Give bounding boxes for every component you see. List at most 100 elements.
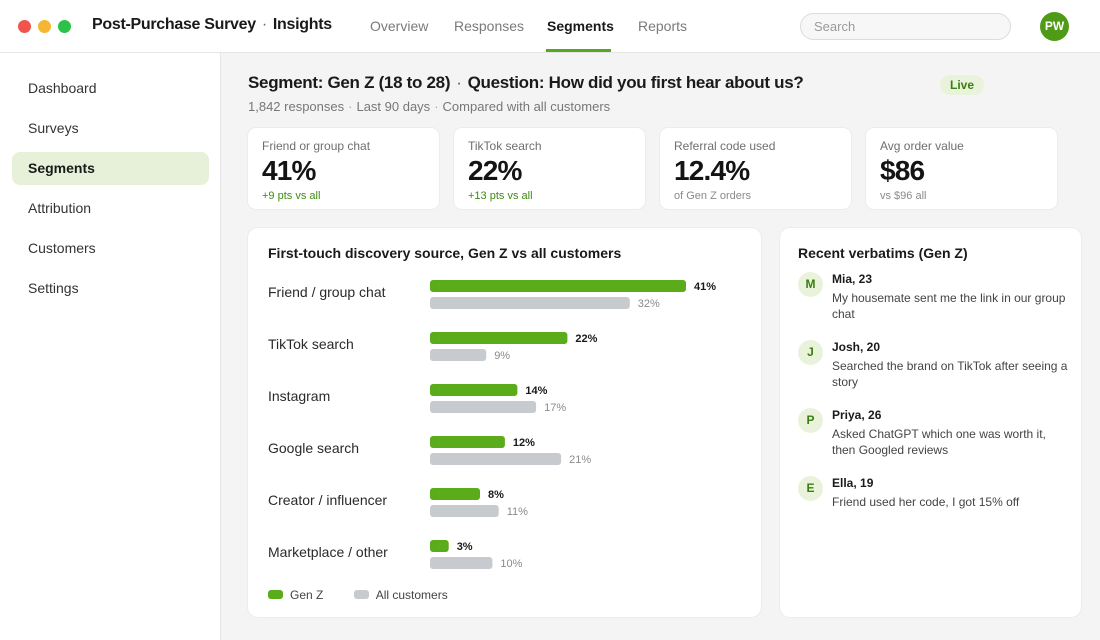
kpi-value: 22%: [468, 155, 522, 186]
avatar: P: [798, 408, 823, 433]
value-label-all-customers-google-search: 21%: [569, 454, 591, 466]
value-label-gen-z-marketplace-other: 3%: [457, 541, 473, 553]
bar-all-customers-friend-group-chat[interactable]: [430, 297, 630, 309]
kpi-value: 41%: [262, 155, 316, 186]
category-label-creator-influencer: Creator / influencer: [268, 492, 387, 508]
value-label-gen-z-friend-group-chat: 41%: [694, 281, 716, 293]
kpi-subtext: vs $96 all: [880, 190, 927, 202]
bar-gen-z-instagram[interactable]: [430, 384, 518, 396]
legend-item-all-customers: All customers: [353, 588, 448, 602]
verbatim-quote: Asked ChatGPT which one was worth it, th…: [832, 427, 1046, 457]
segment-name: Segment: Gen Z (18 to 28): [248, 73, 451, 92]
app-section: Insights: [272, 16, 332, 33]
meta-separator: ·: [348, 99, 353, 114]
verbatim-quote: Searched the brand on TikTok after seein…: [832, 359, 1068, 389]
top-bar: Post-Purchase Survey · Insights Overview R…: [0, 0, 1100, 53]
sidebar-item-customers[interactable]: Customers: [28, 240, 96, 256]
time-period: Last 90 days: [356, 99, 431, 114]
discovery-chart-card: First-touch discovery source, Gen Z vs a…: [248, 228, 761, 617]
app-name: Post-Purchase Survey: [92, 16, 256, 33]
verbatim-author: Josh, 20: [832, 340, 881, 354]
kpi-label: Friend or group chat: [262, 139, 371, 153]
sidebar-item-surveys[interactable]: Surveys: [28, 120, 79, 136]
verbatim-author: Priya, 26: [832, 408, 882, 422]
search-input[interactable]: [800, 13, 1011, 40]
bar-gen-z-marketplace-other[interactable]: [430, 540, 449, 552]
tab-reports[interactable]: Reports: [638, 18, 688, 34]
bar-all-customers-instagram[interactable]: [430, 401, 537, 413]
bar-gen-z-tiktok-search[interactable]: [430, 332, 568, 344]
sidebar-item-segments[interactable]: Segments: [12, 152, 209, 185]
legend-label: Gen Z: [290, 588, 324, 602]
kpi-label: Avg order value: [880, 139, 964, 153]
sidebar-item-dashboard[interactable]: Dashboard: [28, 80, 97, 96]
verbatims-card: Recent verbatims (Gen Z) M Mia, 23 My ho…: [780, 228, 1081, 617]
value-label-gen-z-google-search: 12%: [513, 437, 535, 449]
category-label-instagram: Instagram: [268, 388, 330, 404]
app-title: Post-Purchase Survey · Insights: [92, 16, 332, 34]
bar-all-customers-google-search[interactable]: [430, 453, 562, 465]
value-label-gen-z-tiktok-search: 22%: [575, 333, 597, 345]
sidebar: Dashboard Surveys Segments Attribution C…: [0, 53, 221, 640]
category-label-friend-group-chat: Friend / group chat: [268, 284, 386, 300]
value-label-all-customers-friend-group-chat: 32%: [638, 298, 660, 310]
value-label-gen-z-creator-influencer: 8%: [488, 489, 504, 501]
value-label-all-customers-tiktok-search: 9%: [494, 350, 510, 362]
kpi-value: 12.4%: [674, 155, 750, 186]
value-label-gen-z-instagram: 14%: [525, 385, 547, 397]
legend-swatch-all-customers: [353, 590, 369, 600]
category-label-marketplace-other: Marketplace / other: [268, 544, 388, 560]
bar-all-customers-creator-influencer[interactable]: [430, 505, 499, 517]
category-label-tiktok-search: TikTok search: [268, 336, 354, 352]
avatar: M: [798, 272, 823, 297]
active-tab-indicator: [546, 49, 611, 52]
page-title: Segment: Gen Z (18 to 28) · Question: How …: [248, 73, 804, 93]
meta-separator: ·: [434, 99, 439, 114]
verbatim-quote: Friend used her code, I got 15% off: [832, 495, 1020, 509]
kpi-delta: +13 pts vs all: [468, 190, 533, 202]
category-label-google-search: Google search: [268, 440, 359, 456]
kpi-card-referral-code: Referral code used 12.4% of Gen Z orders: [660, 128, 851, 209]
kpi-card-avg-order-value: Avg order value $86 vs $96 all: [866, 128, 1057, 209]
window-zoom-button[interactable]: [58, 20, 71, 33]
title-separator: ·: [261, 16, 267, 33]
value-label-all-customers-instagram: 17%: [544, 402, 566, 414]
avatar: J: [798, 340, 823, 365]
legend-item-gen-z: Gen Z: [268, 588, 323, 602]
comparison-text: Compared with all customers: [442, 99, 611, 114]
page-title-separator: ·: [456, 73, 462, 92]
kpi-value: $86: [880, 155, 925, 186]
status-badge: Live: [940, 75, 985, 95]
bar-gen-z-google-search[interactable]: [430, 436, 505, 448]
kpi-subtext: of Gen Z orders: [674, 190, 752, 202]
bar-gen-z-friend-group-chat[interactable]: [430, 280, 686, 292]
kpi-delta: +9 pts vs all: [262, 190, 321, 202]
verbatim-author: Ella, 19: [832, 476, 874, 490]
tab-responses[interactable]: Responses: [454, 18, 525, 34]
bar-all-customers-marketplace-other[interactable]: [430, 557, 493, 569]
sidebar-item-settings[interactable]: Settings: [28, 280, 79, 296]
legend-swatch-gen-z: [268, 590, 283, 600]
kpi-card-tiktok-search: TikTok search 22% +13 pts vs all: [454, 128, 645, 209]
tab-segments[interactable]: Segments: [547, 18, 614, 34]
value-label-all-customers-creator-influencer: 11%: [507, 506, 528, 518]
user-avatar[interactable]: PW: [1040, 12, 1069, 41]
legend-label: All customers: [375, 588, 448, 602]
avatar: E: [798, 476, 823, 501]
bar-all-customers-tiktok-search[interactable]: [430, 349, 487, 361]
window-minimize-button[interactable]: [38, 20, 51, 33]
sidebar-item-attribution[interactable]: Attribution: [28, 200, 92, 216]
segment-meta: 1,842 responses · Last 90 days · Compared wi…: [248, 99, 610, 114]
window-close-button[interactable]: [18, 20, 31, 33]
verbatims-title: Recent verbatims (Gen Z): [798, 245, 968, 261]
verbatim-quote: My housemate sent me the link in our gro…: [832, 291, 1066, 321]
discovery-bar-chart: Friend / group chat 41% 32% TikTok search 22…: [268, 280, 716, 570]
kpi-label: Referral code used: [674, 139, 776, 153]
tab-overview[interactable]: Overview: [370, 18, 429, 34]
verbatim-author: Mia, 23: [832, 272, 873, 286]
chart-legend: Gen Z All customers: [268, 588, 475, 602]
question-text: Question: How did you first hear about u…: [467, 73, 804, 92]
bar-gen-z-creator-influencer[interactable]: [430, 488, 480, 500]
chart-title: First-touch discovery source, Gen Z vs a…: [268, 245, 622, 261]
response-count: 1,842 responses: [248, 99, 345, 114]
